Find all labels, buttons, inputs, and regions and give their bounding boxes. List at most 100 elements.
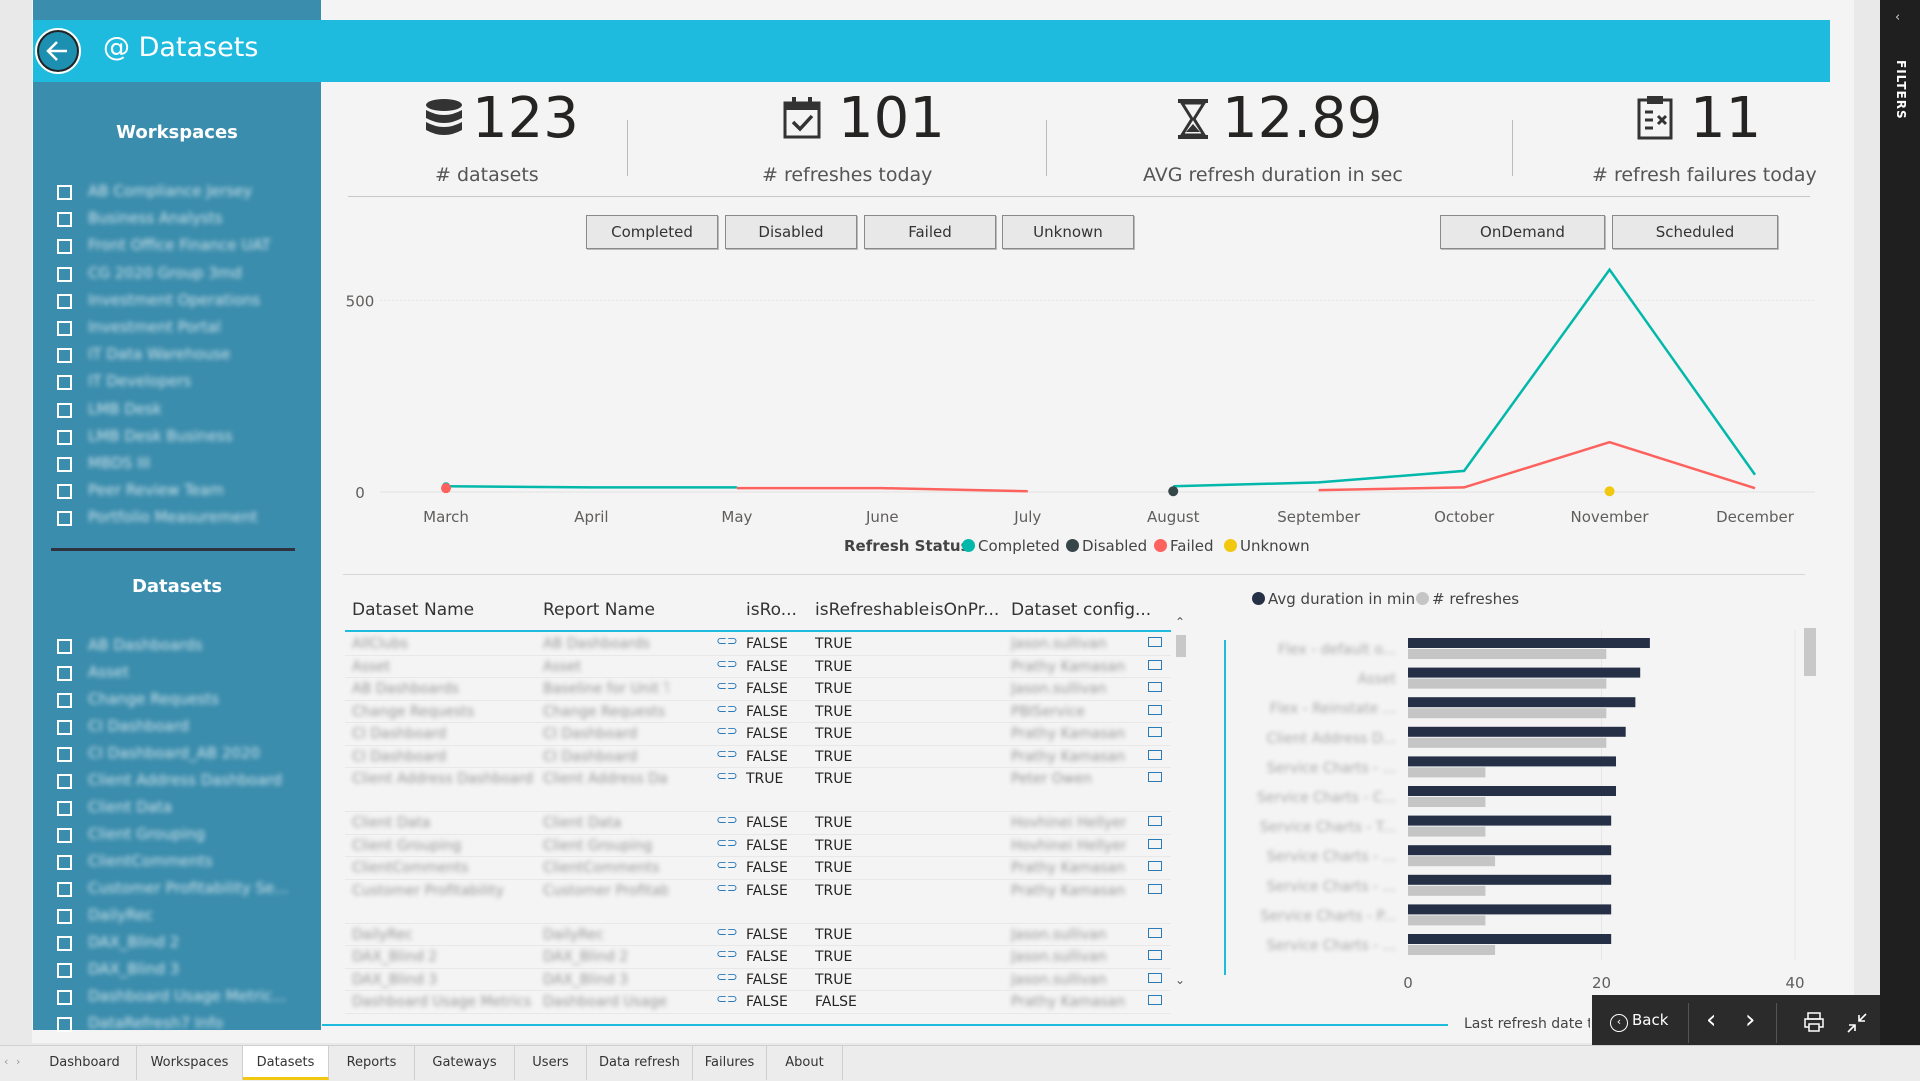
checkbox[interactable]	[57, 348, 72, 364]
slicer-item[interactable]: Investment Operations	[88, 290, 261, 309]
link-icon[interactable]: ⊂⊃	[716, 701, 738, 717]
legend-item-unknown[interactable]: Unknown	[1224, 537, 1310, 555]
legend-item-failed[interactable]: Failed	[1154, 537, 1214, 555]
checkbox[interactable]	[57, 429, 72, 445]
tab-data-refresh[interactable]: Data refresh	[587, 1046, 693, 1080]
slicer-item[interactable]: Client Data	[88, 798, 173, 816]
mail-icon[interactable]	[1148, 816, 1162, 826]
checkbox[interactable]	[57, 909, 72, 924]
tab-workspaces[interactable]: Workspaces	[137, 1046, 243, 1080]
mail-icon[interactable]	[1148, 950, 1162, 960]
exit-fullscreen-icon[interactable]	[1846, 1012, 1868, 1034]
mail-icon[interactable]	[1148, 704, 1162, 715]
slicer-item[interactable]: AB Compliance Jersey	[88, 182, 253, 200]
tab-about[interactable]: About	[767, 1046, 843, 1080]
slicer-item[interactable]: LMB Desk	[88, 399, 162, 418]
link-icon[interactable]: ⊂⊃	[716, 634, 738, 649]
bar-avg-duration[interactable]	[1408, 726, 1626, 737]
mail-icon[interactable]	[1148, 682, 1162, 692]
checkbox[interactable]	[57, 185, 72, 200]
checkbox[interactable]	[57, 774, 72, 789]
bar-avg-duration[interactable]	[1408, 874, 1612, 885]
filters-pane[interactable]: ‹ FILTERS	[1880, 0, 1920, 1080]
series-point-disabled[interactable]	[1168, 486, 1179, 497]
checkbox[interactable]	[57, 801, 72, 816]
mail-icon[interactable]	[1148, 838, 1162, 849]
slicer-item[interactable]: Front Office Finance UAT	[88, 236, 271, 255]
collapse-chevron-icon[interactable]: ‹	[1895, 10, 1901, 25]
bar-refreshes[interactable]	[1408, 767, 1486, 778]
link-icon[interactable]: ⊂⊃	[716, 656, 738, 672]
link-icon[interactable]: ⊂⊃	[716, 858, 738, 873]
checkbox[interactable]	[57, 990, 72, 1005]
col-isrefreshable[interactable]: isRefreshable	[815, 600, 930, 620]
slicer-item[interactable]: Change Requests	[88, 690, 219, 708]
checkbox[interactable]	[57, 828, 72, 843]
mail-icon[interactable]	[1148, 861, 1162, 871]
checkbox[interactable]	[57, 963, 72, 978]
slicer-item[interactable]: Client Grouping	[88, 825, 206, 843]
link-icon[interactable]: ⊂⊃	[716, 924, 738, 940]
bar-refreshes[interactable]	[1408, 885, 1486, 896]
slicer-item[interactable]: CI Dashboard_AB 2020	[88, 744, 261, 762]
bar-avg-duration[interactable]	[1408, 934, 1612, 944]
checkbox[interactable]	[57, 936, 72, 951]
bar-refreshes[interactable]	[1408, 678, 1607, 689]
slicer-item[interactable]: DailyRec	[88, 906, 154, 924]
checkbox[interactable]	[57, 402, 72, 418]
link-icon[interactable]: ⊂⊃	[716, 947, 738, 962]
slicer-item[interactable]: LMB Desk Business	[88, 426, 233, 445]
slicer-item[interactable]: MBDS III	[88, 454, 151, 472]
bar-avg-duration[interactable]	[1408, 815, 1612, 826]
legend-item-disabled[interactable]: Disabled	[1066, 537, 1147, 555]
slicer-item[interactable]: DataRefresh7 Info	[88, 1014, 224, 1032]
slicer-item[interactable]: Investment Portal	[88, 318, 221, 336]
filter-completed-button[interactable]: Completed	[586, 215, 718, 249]
mail-icon[interactable]	[1148, 637, 1162, 647]
slicer-item[interactable]: Business Analysts	[88, 209, 223, 228]
bar-legend-item[interactable]: # refreshes	[1416, 590, 1519, 608]
series-line-completed[interactable]	[445, 485, 737, 489]
tab-scroll-right-icon[interactable]: ›	[16, 1055, 21, 1068]
link-icon[interactable]: ⊂⊃	[716, 724, 738, 739]
mail-icon[interactable]	[1148, 772, 1162, 782]
scroll-down-icon[interactable]: ⌄	[1175, 973, 1186, 987]
link-icon[interactable]: ⊂⊃	[716, 746, 738, 762]
bar-chart-scroll-thumb[interactable]	[1804, 628, 1816, 676]
scroll-up-icon[interactable]: ⌃	[1175, 615, 1186, 629]
link-icon[interactable]: ⊂⊃	[716, 992, 738, 1007]
checkbox[interactable]	[57, 882, 72, 897]
back-button[interactable]: ‹ Back	[1610, 1011, 1668, 1032]
checkbox[interactable]	[57, 855, 72, 870]
checkbox[interactable]	[57, 375, 72, 391]
slicer-item[interactable]: Asset	[88, 663, 130, 681]
legend-item-completed[interactable]: Completed	[962, 537, 1060, 555]
slicer-item[interactable]: ClientComments	[88, 852, 213, 870]
checkbox[interactable]	[57, 639, 72, 654]
slicer-item[interactable]: CG 2020 Group 3md	[88, 263, 242, 282]
mail-icon[interactable]	[1148, 727, 1162, 737]
bar-avg-duration[interactable]	[1408, 697, 1636, 708]
link-icon[interactable]: ⊂⊃	[716, 769, 738, 784]
checkbox[interactable]	[57, 1017, 72, 1032]
checkbox[interactable]	[57, 511, 72, 527]
prev-page-icon[interactable]: ‹	[1706, 1005, 1717, 1035]
col-isonprem[interactable]: isOnPr...	[930, 600, 1000, 620]
bar-refreshes[interactable]	[1408, 649, 1607, 659]
slicer-item[interactable]: AB Dashboards	[88, 636, 203, 654]
bar-avg-duration[interactable]	[1408, 667, 1641, 678]
bar-refreshes[interactable]	[1408, 945, 1496, 955]
series-point-unknown[interactable]	[1604, 486, 1615, 497]
bar-legend-item[interactable]: Avg duration in min	[1252, 590, 1415, 608]
table-scrollbar[interactable]: ⌃ ⌄	[1175, 615, 1187, 1000]
bar-refreshes[interactable]	[1408, 915, 1486, 926]
bar-avg-duration[interactable]	[1408, 786, 1617, 796]
filter-scheduled-button[interactable]: Scheduled	[1612, 215, 1778, 249]
mail-icon[interactable]	[1148, 927, 1162, 938]
slicer-item[interactable]: Client Address Dashboard	[88, 771, 283, 789]
tab-scroll-left-icon[interactable]: ‹	[4, 1055, 9, 1068]
link-icon[interactable]: ⊂⊃	[716, 813, 738, 828]
slicer-item[interactable]: Peer Review Team	[88, 481, 224, 500]
link-icon[interactable]: ⊂⊃	[716, 679, 738, 694]
checkbox[interactable]	[57, 266, 72, 282]
